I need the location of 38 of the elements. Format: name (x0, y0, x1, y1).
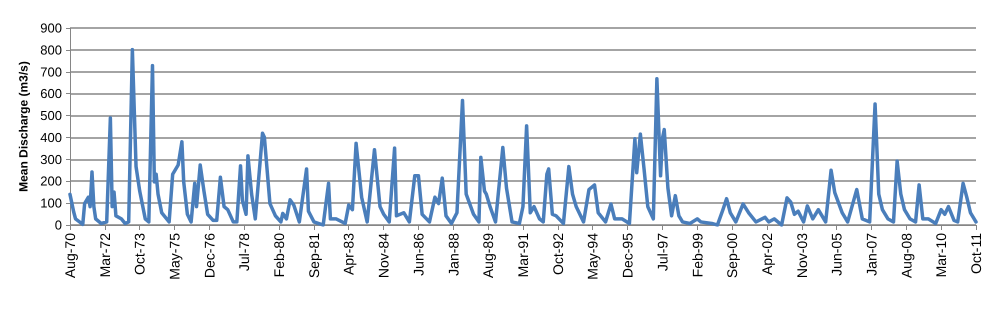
x-tick-label: Oct-11 (968, 232, 984, 274)
y-tick-label: 400 (40, 130, 62, 145)
y-tick-label: 300 (40, 152, 62, 167)
x-tick-label: Nov-03 (794, 232, 810, 278)
x-tick-label: Sep-81 (306, 232, 322, 278)
x-tick-label: May-75 (166, 232, 182, 280)
x-tick-label: Jun-86 (410, 232, 426, 276)
y-axis-title: Mean Discharge (m3/s) (16, 61, 30, 192)
x-tick-label: Mar-10 (933, 232, 950, 278)
y-tick-label: 700 (40, 64, 62, 80)
x-tick-label: Jan-88 (445, 232, 462, 276)
x-tick-label: Nov-84 (376, 232, 392, 278)
x-tick-label: Oct-73 (132, 232, 148, 276)
y-tick-label: 0 (54, 218, 62, 232)
x-tick-label: Jun-05 (828, 232, 845, 276)
y-tick-label: 200 (40, 174, 62, 189)
x-tick-label: May-94 (584, 232, 601, 280)
x-tick-label: Feb-99 (689, 232, 706, 278)
x-tick-label: Apr-83 (340, 232, 357, 276)
x-tick-label: Aug-70 (62, 232, 78, 278)
x-tick-label: Mar-91 (514, 232, 531, 278)
x-tick-label: Oct-92 (550, 232, 566, 276)
x-tick-label: Dec-95 (620, 232, 636, 278)
y-tick-label: 900 (40, 20, 62, 36)
y-tick-label: 500 (40, 108, 62, 124)
x-tick-label: Apr-02 (758, 232, 775, 276)
x-tick-label: Dec-76 (201, 232, 218, 278)
x-tick-label: Sep-00 (724, 232, 740, 278)
x-tick-label: Feb-80 (271, 232, 288, 278)
x-tick-label: Jan-07 (864, 232, 880, 276)
y-tick-label: 800 (40, 42, 62, 58)
x-tick-label: Jul-97 (654, 232, 670, 272)
y-tick-label: 600 (40, 86, 62, 102)
x-tick-label: Aug-89 (480, 232, 496, 278)
x-tick-label: Aug-08 (898, 232, 914, 278)
x-tick-label: Mar-72 (96, 232, 113, 278)
x-tick-label: Jul-78 (236, 232, 252, 272)
y-tick-label: 100 (40, 196, 62, 211)
